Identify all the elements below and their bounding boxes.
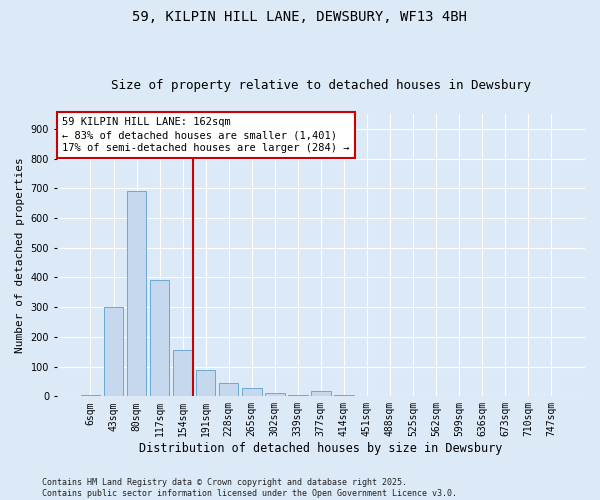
X-axis label: Distribution of detached houses by size in Dewsbury: Distribution of detached houses by size … (139, 442, 503, 455)
Bar (219, 383, 238, 396)
Y-axis label: Number of detached properties: Number of detached properties (15, 158, 25, 353)
Text: 59 KILPIN HILL LANE: 162sqm
← 83% of detached houses are smaller (1,401)
17% of : 59 KILPIN HILL LANE: 162sqm ← 83% of det… (62, 117, 349, 153)
Bar (104, 307, 124, 396)
Text: Contains HM Land Registry data © Crown copyright and database right 2025.
Contai: Contains HM Land Registry data © Crown c… (42, 478, 457, 498)
Bar (334, 395, 353, 396)
Bar (81, 395, 100, 396)
Bar (288, 395, 308, 396)
Bar (311, 391, 331, 396)
Bar (196, 370, 215, 396)
Bar (173, 350, 193, 397)
Bar (242, 388, 262, 396)
Text: 59, KILPIN HILL LANE, DEWSBURY, WF13 4BH: 59, KILPIN HILL LANE, DEWSBURY, WF13 4BH (133, 10, 467, 24)
Bar (150, 280, 169, 396)
Title: Size of property relative to detached houses in Dewsbury: Size of property relative to detached ho… (111, 79, 531, 92)
Bar (265, 394, 284, 396)
Bar (127, 192, 146, 396)
